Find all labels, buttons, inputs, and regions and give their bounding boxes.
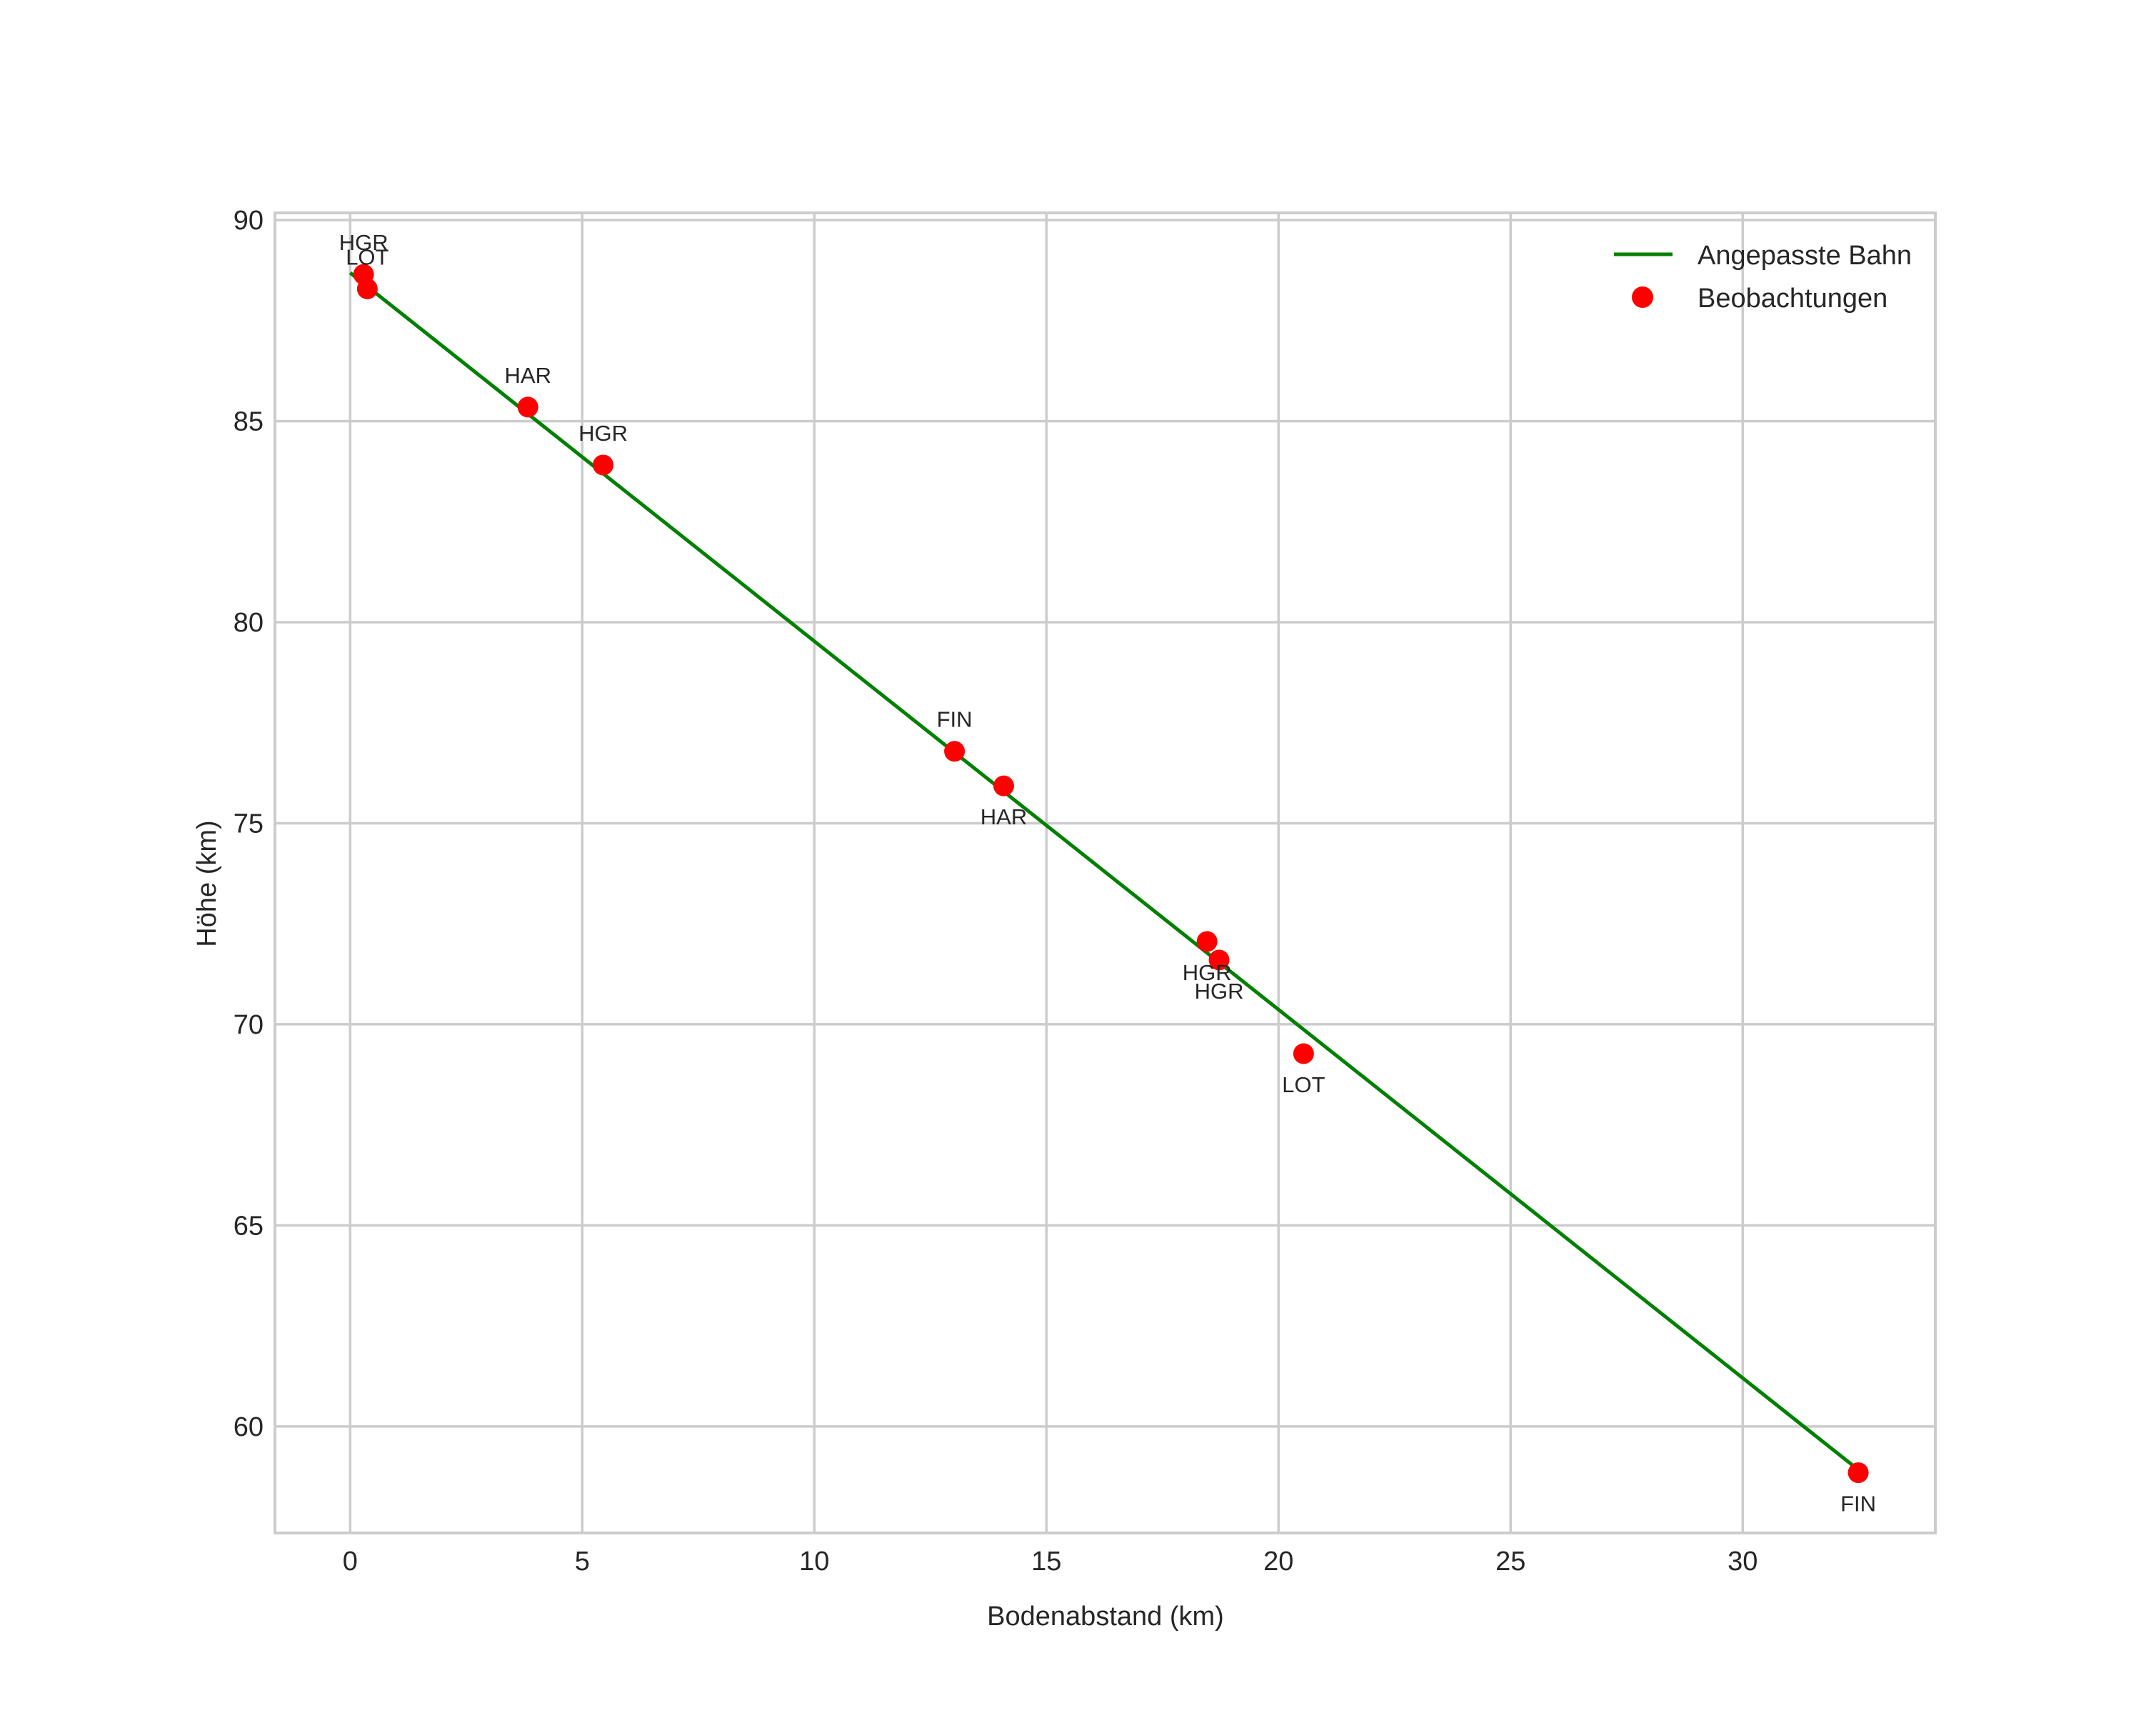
- x-axis-label: Bodenabstand (km): [987, 1602, 1224, 1632]
- station-label: HAR: [505, 363, 551, 388]
- observation-point: [993, 775, 1014, 796]
- fitted-trajectory-line: [349, 271, 1858, 1470]
- legend-label-observations: Beobachtungen: [1698, 284, 1887, 314]
- y-tick-label: 80: [234, 608, 264, 638]
- trajectory-line: [349, 271, 1858, 1470]
- x-tick-label: 5: [575, 1547, 590, 1577]
- x-tick-label: 10: [799, 1547, 829, 1577]
- y-tick-label: 90: [234, 206, 264, 236]
- legend-item-observations: Beobachtungen: [1632, 284, 1887, 314]
- legend-dot-swatch-icon: [1632, 286, 1653, 308]
- x-tick-label: 0: [343, 1547, 358, 1577]
- y-tick-label: 70: [234, 1010, 264, 1040]
- x-tick-label: 15: [1031, 1547, 1061, 1577]
- observation-point: [593, 454, 614, 476]
- station-label: HGR: [339, 230, 388, 255]
- station-label: FIN: [937, 707, 973, 732]
- station-label: HGR: [1183, 960, 1232, 985]
- legend: Angepasste Bahn Beobachtungen: [1614, 241, 1912, 314]
- legend-item-fitted-line: Angepasste Bahn: [1614, 241, 1912, 271]
- station-label: HAR: [981, 804, 1027, 829]
- observation-point: [1847, 1462, 1869, 1484]
- observation-point: [944, 741, 966, 762]
- y-axis-ticks: 60 65 70 75 80 85 90: [234, 206, 264, 1442]
- legend-label-fitted-line: Angepasste Bahn: [1698, 241, 1912, 271]
- y-tick-label: 75: [234, 809, 264, 839]
- x-tick-label: 25: [1495, 1547, 1525, 1577]
- y-tick-label: 60: [234, 1412, 264, 1442]
- y-tick-label: 85: [234, 407, 264, 437]
- station-label: LOT: [1282, 1072, 1325, 1097]
- observation-point: [356, 278, 378, 299]
- station-label: FIN: [1840, 1492, 1876, 1517]
- station-label: LOT: [346, 244, 388, 269]
- y-axis-label: Höhe (km): [192, 820, 222, 947]
- x-tick-label: 20: [1263, 1547, 1293, 1577]
- observation-points: [353, 264, 1869, 1484]
- y-tick-label: 65: [234, 1211, 264, 1241]
- x-axis-ticks: 0 5 10 15 20 25 30: [343, 1547, 1758, 1577]
- grid-lines: [275, 213, 1935, 1533]
- station-label: HGR: [1195, 979, 1244, 1004]
- axes-frame: [274, 211, 1937, 1534]
- station-label: HGR: [578, 421, 628, 446]
- observation-point: [1208, 949, 1230, 971]
- observation-point: [1293, 1043, 1314, 1064]
- observation-point: [517, 396, 538, 418]
- observation-point: [1196, 931, 1218, 952]
- x-tick-label: 30: [1728, 1547, 1758, 1577]
